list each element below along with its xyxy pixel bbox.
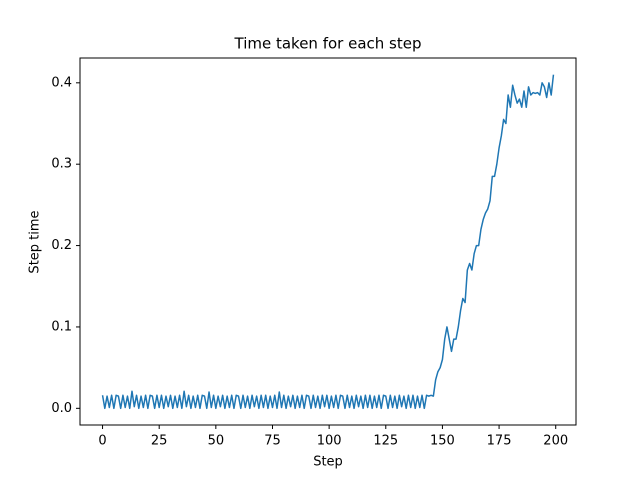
x-tick-label: 0 [98, 434, 106, 449]
chart-title: Time taken for each step [234, 35, 422, 53]
x-tick-label: 200 [543, 434, 568, 449]
y-tick-label: 0.2 [51, 238, 72, 253]
y-tick-label: 0.1 [51, 319, 72, 334]
x-tick-label: 175 [487, 434, 512, 449]
x-axis-label: Step [313, 455, 343, 470]
x-tick-label: 100 [317, 434, 342, 449]
x-tick-label: 25 [151, 434, 168, 449]
x-tick-label: 125 [373, 434, 398, 449]
y-tick-label: 0.0 [51, 401, 72, 416]
y-tick-label: 0.3 [51, 157, 72, 172]
y-tick-label: 0.4 [51, 75, 72, 90]
x-tick-label: 75 [264, 434, 281, 449]
plot-frame [79, 57, 577, 426]
y-axis-label: Step time [28, 210, 43, 273]
x-tick-label: 150 [430, 434, 455, 449]
x-tick-label: 50 [208, 434, 225, 449]
data-line [101, 74, 555, 410]
